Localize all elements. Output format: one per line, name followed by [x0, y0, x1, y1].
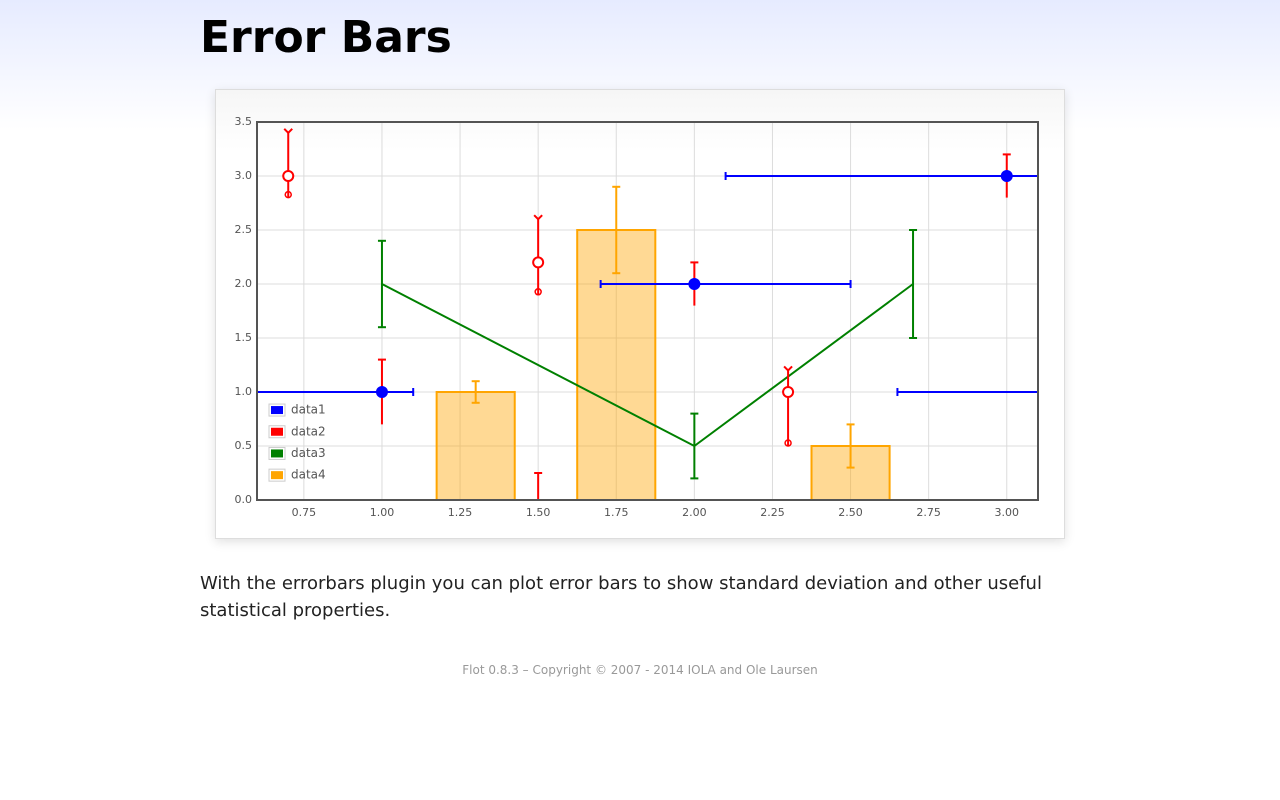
chart: 0.75 1.00 1.25 1.50 1.75 2.00 2.25 2.50 2.75 3.00…: [235, 115, 1059, 519]
plot-border: [256, 121, 1039, 501]
error-cap: [533, 214, 543, 221]
legend-swatch: [271, 471, 283, 480]
y-tick-label: 0.0: [235, 493, 253, 506]
point: [375, 386, 388, 398]
legend-label: data4: [291, 468, 326, 482]
error-cap: [783, 365, 793, 372]
legend-swatch: [271, 449, 283, 458]
y-tick-label: 0.5: [235, 439, 253, 452]
x-tick-label: 1.25: [448, 506, 473, 519]
error-cap: [784, 439, 792, 447]
page-title: Error Bars: [200, 12, 452, 63]
legend-label: data3: [291, 446, 326, 460]
footer: Flot 0.8.3 – Copyright © 2007 - 2014 IOL…: [462, 663, 818, 677]
x-tick-label: 2.00: [682, 506, 707, 519]
error-cap: [284, 190, 292, 199]
point: [282, 170, 295, 182]
x-tick-label: 2.75: [916, 506, 941, 519]
legend-label: data2: [291, 424, 326, 438]
x-tick-label: 0.75: [292, 506, 317, 519]
y-tick-label: 1.5: [235, 331, 253, 344]
legend-label: data1: [291, 403, 326, 417]
y-tick-label: 3.0: [235, 169, 253, 182]
description: With the errorbars plugin you can plot e…: [200, 573, 1042, 621]
y-tick-label: 2.5: [235, 223, 253, 236]
x-tick-label: 2.25: [760, 506, 785, 519]
x-tick-label: 1.75: [604, 506, 629, 519]
error-cap: [534, 288, 542, 296]
y-tick-label: 3.5: [235, 115, 253, 128]
error-cap: [283, 128, 293, 135]
point: [532, 256, 545, 269]
point: [1049, 387, 1059, 397]
x-tick-label: 2.50: [838, 506, 863, 519]
point: [782, 386, 795, 398]
legend-swatch: [271, 427, 283, 436]
x-tick-label: 1.50: [526, 506, 551, 519]
y-tick-label: 2.0: [235, 277, 253, 290]
legend-swatch: [271, 406, 283, 415]
x-tick-label: 1.00: [370, 506, 395, 519]
point: [688, 278, 701, 290]
point: [1000, 170, 1013, 182]
y-tick-label: 1.0: [235, 385, 253, 398]
bar: [435, 391, 516, 500]
x-tick-label: 3.00: [995, 506, 1020, 519]
chart-container: 0.75 1.00 1.25 1.50 1.75 2.00 2.25 2.50 2.75 3.00…: [215, 89, 1065, 539]
